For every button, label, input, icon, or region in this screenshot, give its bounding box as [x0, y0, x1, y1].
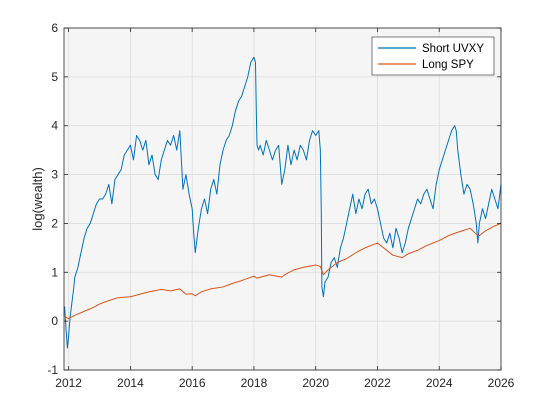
y-tick-label: 2: [51, 216, 58, 230]
y-tick-label: 0: [51, 314, 58, 328]
x-tick-label: 2014: [117, 376, 144, 390]
y-tick-label: 1: [51, 265, 58, 279]
x-tick-label: 2016: [179, 376, 206, 390]
plot-area: [64, 28, 501, 370]
x-tick-label: 2020: [302, 376, 329, 390]
y-tick-label: 5: [51, 70, 58, 84]
series-line-short-uvxy: [64, 56, 502, 349]
y-axis: -1 0 1 2 3 4 5 6: [47, 21, 501, 377]
x-tick-label: 2012: [55, 376, 82, 390]
y-tick-label: 6: [51, 21, 58, 35]
x-tick-label: 2026: [488, 376, 515, 390]
legend: Short UVXY Long SPY: [371, 36, 495, 76]
series-layer: [64, 56, 502, 349]
y-tick-label: 4: [51, 119, 58, 133]
grid-lines: [64, 27, 502, 371]
y-axis-label: log(wealth): [30, 167, 45, 231]
y-tick-label: -1: [47, 363, 58, 377]
x-tick-label: 2024: [426, 376, 453, 390]
plot-frame: [63, 27, 502, 371]
x-tick-label: 2022: [364, 376, 391, 390]
legend-label: Long SPY: [422, 59, 474, 71]
legend-label: Short UVXY: [422, 43, 484, 55]
x-tick-label: 2018: [241, 376, 268, 390]
y-tick-label: 3: [51, 168, 58, 182]
x-axis: 2012 2014 2016 2018 2020 2022 2024 2026: [55, 28, 515, 390]
series-line-long-spy: [64, 222, 502, 320]
legend-box: [371, 36, 495, 76]
